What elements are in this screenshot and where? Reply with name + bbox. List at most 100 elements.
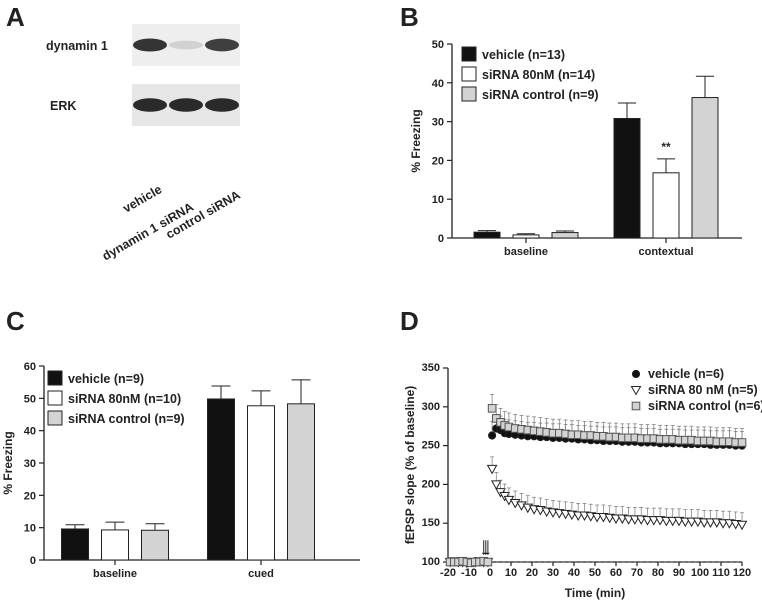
y-tick-label: 300 — [422, 401, 440, 413]
legend-label-sirna-80nm-n-10: siRNA 80nM (n=10) — [68, 392, 181, 406]
x-tick-label: 120 — [733, 567, 751, 579]
y-tick-label: 10 — [432, 194, 444, 206]
blot-band-erk-lane-1 — [133, 98, 167, 112]
x-tick-label: 30 — [547, 567, 559, 579]
significance-marker: ** — [661, 140, 671, 154]
y-tick-label: 40 — [24, 426, 36, 438]
panel-a-western-blot: A dynamin 1 ERK vehicle dynamin 1 siRNA … — [6, 2, 243, 263]
stimulus-arrow-head — [485, 552, 490, 556]
data-point-sirna-80-nm-n-5 — [591, 512, 603, 523]
bar-sirna-80nm-n-14-baseline — [512, 234, 540, 239]
data-point-sirna-control-n-6 — [487, 404, 497, 413]
lane-label-vehicle: vehicle — [121, 182, 165, 215]
chart-d-ltp-time-course: 100 150 200 250 300 350 -20 -10 0 10 20 30 40 50 60 70 8… — [403, 362, 762, 600]
data-point-sirna-80-nm-n-5 — [629, 515, 641, 525]
y-tick-label: 20 — [432, 155, 444, 167]
y-tick-label: 30 — [432, 117, 444, 129]
bar-sirna-control-n-9-cued — [287, 403, 315, 561]
bar-vehicle-n-9-baseline — [61, 528, 89, 561]
data-point-sirna-80-nm-n-5 — [661, 516, 672, 527]
data-point-sirna-80-nm-n-5 — [667, 516, 679, 527]
x-tick-label: -10 — [461, 567, 477, 579]
legend-label-sirna-control-n-6: siRNA control (n=6) — [648, 399, 762, 413]
data-point-sirna-80-nm-n-5 — [623, 515, 634, 525]
y-axis-title: % Freezing — [1, 431, 15, 494]
x-category-label-cued: cued — [248, 568, 274, 580]
x-tick-label: 90 — [673, 567, 685, 579]
data-point-sirna-80-nm-n-5 — [717, 519, 729, 529]
legend-swatch-sirna-control-n-9 — [461, 86, 477, 102]
data-point-sirna-80-nm-n-5 — [486, 464, 498, 475]
chart-c-cued-freezing: 0 10 20 30 40 50 60 % Freezing baseline cued vehic… — [1, 361, 360, 580]
bar-sirna-control-n-9-contextual — [691, 97, 719, 239]
data-point-vehicle-n-6 — [488, 431, 497, 440]
chart-b-contextual-freezing: 0 10 20 30 40 50 % Freezing baseline ** contextua… — [409, 39, 742, 258]
y-tick-label: 10 — [24, 523, 36, 535]
data-point-sirna-80-nm-n-5 — [705, 518, 716, 528]
y-tick-label: 250 — [422, 440, 440, 452]
x-tick-label: -20 — [440, 567, 456, 579]
y-tick-label: 100 — [422, 556, 440, 568]
x-tick-label: 60 — [610, 567, 622, 579]
x-category-label-baseline: baseline — [504, 246, 548, 258]
data-point-sirna-80-nm-n-5 — [686, 517, 697, 528]
x-tick-label: 100 — [691, 567, 709, 579]
x-category-label-contextual: contextual — [638, 246, 693, 258]
data-point-sirna-80-nm-n-5 — [648, 516, 660, 526]
y-tick-label: 30 — [24, 458, 36, 470]
bar-sirna-80nm-n-10-baseline — [101, 529, 129, 561]
y-tick-label: 50 — [432, 39, 444, 51]
legend-swatch-vehicle-n-9 — [47, 370, 63, 386]
y-tick-label: 40 — [432, 78, 444, 90]
data-point-sirna-80-nm-n-5 — [736, 520, 748, 531]
bar-vehicle-n-13-baseline — [473, 231, 501, 239]
data-point-sirna-control-n-6 — [483, 557, 493, 567]
panel-letter-b: B — [400, 2, 419, 32]
legend-label-vehicle-n-9: vehicle (n=9) — [68, 372, 144, 386]
x-tick-label: 70 — [631, 567, 643, 579]
blot-band-dynamin-1-lane-1 — [133, 38, 167, 52]
x-tick-label: 80 — [652, 567, 664, 579]
legend-marker-vehicle-n-6 — [631, 369, 641, 379]
legend-swatch-sirna-80nm-n-10 — [47, 390, 63, 406]
legend-label-vehicle-n-6: vehicle (n=6) — [648, 367, 724, 381]
y-axis-title: % Freezing — [409, 109, 423, 172]
y-axis-title: fEPSP slope (% of baseline) — [403, 386, 417, 544]
x-tick-label: 40 — [568, 567, 580, 579]
y-tick-label: 50 — [24, 393, 36, 405]
panel-letter-c: C — [6, 306, 25, 336]
blot-band-erk-lane-2 — [169, 98, 203, 112]
bar-sirna-control-n-9-baseline — [551, 232, 579, 239]
x-tick-label: 20 — [526, 567, 538, 579]
legend-marker-sirna-80-nm-n-5 — [630, 386, 642, 396]
legend-label-sirna-80nm-n-14: siRNA 80nM (n=14) — [482, 68, 595, 82]
panel-letter-d: D — [400, 306, 419, 336]
x-tick-label: 110 — [712, 567, 730, 579]
bar-sirna-80nm-n-10-cued — [247, 405, 275, 561]
x-axis-title: Time (min) — [565, 586, 625, 600]
blot-band-dynamin-1-lane-2 — [169, 40, 203, 50]
legend-swatch-sirna-control-n-9 — [47, 410, 63, 426]
y-tick-label: 20 — [24, 490, 36, 502]
x-tick-label: 0 — [487, 567, 493, 579]
data-point-sirna-control-n-6 — [737, 438, 747, 447]
blot-bands — [133, 38, 239, 112]
legend-swatch-vehicle-n-13 — [461, 46, 477, 62]
blot-label-erk: ERK — [50, 99, 76, 113]
panel-letter-a: A — [6, 2, 25, 32]
y-tick-label: 200 — [422, 478, 440, 490]
data-point-sirna-80-nm-n-5 — [679, 517, 691, 528]
x-category-label-baseline: baseline — [93, 568, 137, 580]
bar-vehicle-n-9-cued — [207, 398, 235, 561]
legend-swatch-sirna-80nm-n-14 — [461, 66, 477, 82]
legend-marker-sirna-control-n-6 — [631, 401, 641, 411]
x-tick-label: 50 — [589, 567, 601, 579]
data-point-sirna-80-nm-n-5 — [572, 511, 584, 521]
legend-label-sirna-80-nm-n-5: siRNA 80 nM (n=5) — [648, 383, 758, 397]
y-tick-label: 0 — [30, 555, 36, 567]
y-tick-label: 60 — [24, 361, 36, 373]
blot-band-dynamin-1-lane-3 — [205, 38, 239, 52]
y-tick-label: 0 — [438, 233, 444, 245]
data-point-sirna-80-nm-n-5 — [642, 516, 653, 526]
